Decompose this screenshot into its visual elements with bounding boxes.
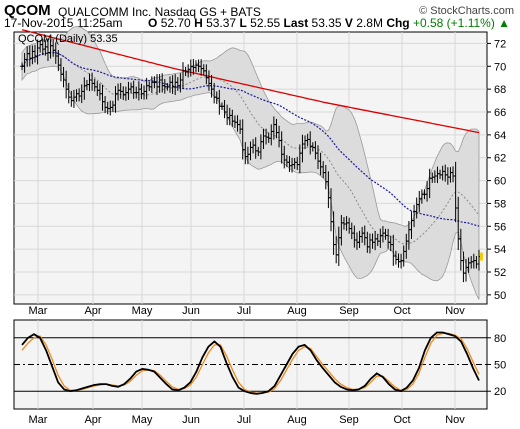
y-tick-label: 72 xyxy=(494,38,506,50)
chart-header: QCOM QUALCOMM Inc. Nasdaq GS + BATS © St… xyxy=(0,2,520,19)
x-tick-label-stoch: Apr xyxy=(84,414,101,426)
volume-label: V xyxy=(344,16,353,30)
ticker-symbol: QCOM xyxy=(4,2,51,19)
bollinger-middle-line xyxy=(21,51,480,245)
open-value: 52.70 xyxy=(160,16,191,30)
x-tick-label-price: Mar xyxy=(29,305,48,317)
moving-average-short xyxy=(21,51,480,227)
change-value: +0.58 (+1.11%) xyxy=(412,16,495,30)
up-arrow-icon: ▲ xyxy=(498,16,511,30)
x-tick-label-stoch: Oct xyxy=(393,414,410,426)
stoch-y-tick-label: 80 xyxy=(494,333,506,345)
company-name: QUALCOMM Inc. Nasdaq GS + BATS xyxy=(58,5,261,19)
high-value: 53.37 xyxy=(206,16,237,30)
low-value: 52.55 xyxy=(250,16,281,30)
volume-value: 2.8M xyxy=(356,16,383,30)
stoch-y-tick-label: 50 xyxy=(494,360,506,372)
x-tick-label-price: Aug xyxy=(287,305,307,317)
last-label: Last xyxy=(283,16,309,30)
x-tick-label-stoch: Nov xyxy=(445,414,465,426)
x-tick-label-stoch: Jul xyxy=(237,414,251,426)
y-tick-label: 68 xyxy=(494,84,506,96)
x-tick-label-price: Jun xyxy=(182,305,200,317)
y-tick-label: 56 xyxy=(494,221,506,233)
y-tick-label: 50 xyxy=(494,290,506,302)
low-label: L xyxy=(239,16,247,30)
x-tick-label-price: Nov xyxy=(445,305,465,317)
high-label: H xyxy=(194,16,203,30)
x-tick-label-stoch: Jun xyxy=(182,414,200,426)
y-tick-label: 54 xyxy=(494,244,506,256)
quote-date: 17-Nov-2015 11:25am xyxy=(4,16,123,30)
x-tick-label-price: Apr xyxy=(84,305,101,317)
x-tick-label-stoch: Aug xyxy=(287,414,307,426)
price-legend: QCOM (Daily) 53.35 xyxy=(18,33,118,45)
stoch-y-tick-label: 20 xyxy=(494,386,506,398)
x-tick-label-stoch: May xyxy=(132,414,153,426)
open-label: O xyxy=(148,16,158,30)
stoch-k-line xyxy=(21,331,480,395)
y-tick-label: 64 xyxy=(494,130,506,142)
y-tick-label: 60 xyxy=(494,176,506,188)
last-value: 53.35 xyxy=(311,16,342,30)
x-tick-label-price: Jul xyxy=(237,305,251,317)
y-tick-label: 66 xyxy=(494,107,506,119)
y-tick-label: 58 xyxy=(494,198,506,210)
y-tick-label: 70 xyxy=(494,61,506,73)
last-price-marker xyxy=(480,252,483,261)
y-tick-label: 52 xyxy=(494,267,506,279)
x-tick-label-price: Sep xyxy=(339,305,359,317)
quote-line: 17-Nov-2015 11:25am O 52.70 H 53.37 L 52… xyxy=(0,16,520,30)
x-tick-label-price: May xyxy=(132,305,153,317)
y-tick-label: 62 xyxy=(494,153,506,165)
brand-watermark: © StockCharts.com xyxy=(419,5,514,17)
moving-average-long xyxy=(21,29,480,134)
x-tick-label-price: Oct xyxy=(393,305,410,317)
x-tick-label-stoch: Sep xyxy=(339,414,359,426)
quote-values: O 52.70 H 53.37 L 52.55 Last 53.35 V 2.8… xyxy=(148,16,510,30)
change-label: Chg xyxy=(386,16,410,30)
x-tick-label-stoch: Mar xyxy=(29,414,48,426)
